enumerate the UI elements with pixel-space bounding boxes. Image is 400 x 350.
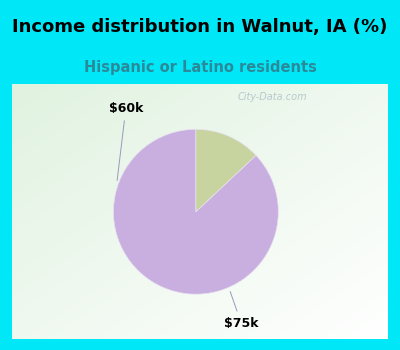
Wedge shape <box>114 130 278 294</box>
Text: Hispanic or Latino residents: Hispanic or Latino residents <box>84 60 316 75</box>
Wedge shape <box>196 130 256 212</box>
Text: $60k: $60k <box>109 102 143 181</box>
Text: City-Data.com: City-Data.com <box>238 92 307 102</box>
Text: Income distribution in Walnut, IA (%): Income distribution in Walnut, IA (%) <box>12 18 388 36</box>
Text: $75k: $75k <box>224 292 258 329</box>
